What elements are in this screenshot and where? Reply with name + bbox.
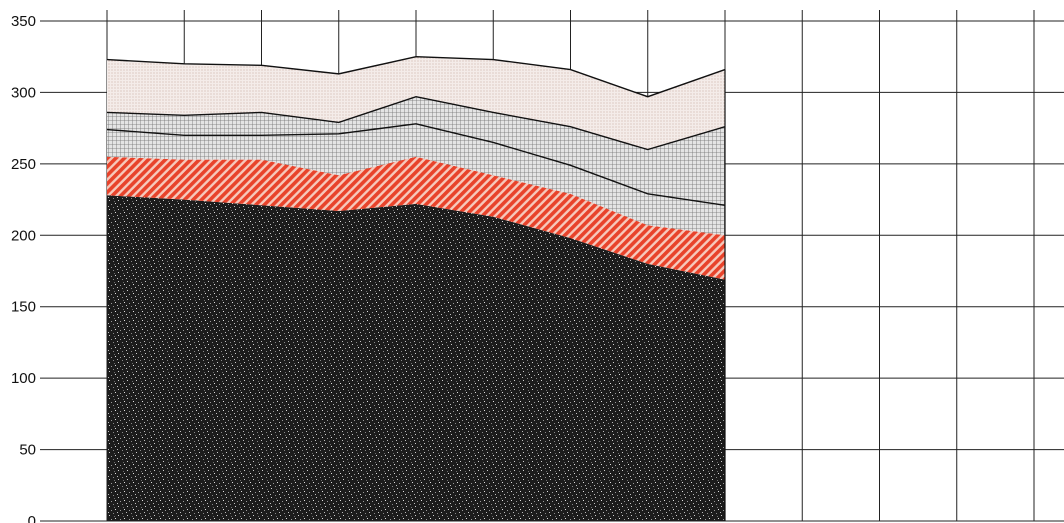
y-tick-label: 200 <box>11 227 36 244</box>
layer-boundaries <box>106 56 726 521</box>
stacked-areas <box>107 56 725 522</box>
y-axis-ticks: 0 50 100 150 200 250 300 350 <box>11 13 36 523</box>
area-layer-3 <box>107 123 725 236</box>
layer-boundary-5 <box>106 56 726 98</box>
area-layer-4 <box>107 96 725 206</box>
y-tick-label: 350 <box>11 13 36 30</box>
area-layer-2 <box>107 156 725 280</box>
y-tick-label: 300 <box>11 84 36 101</box>
y-tick-label: 100 <box>11 370 36 387</box>
y-tick-label: 50 <box>19 442 36 459</box>
area-layer-1 <box>107 195 725 522</box>
y-tick-label: 0 <box>28 513 36 523</box>
layer-boundary-4 <box>106 95 726 151</box>
y-tick-label: 250 <box>11 156 36 173</box>
y-tick-label: 150 <box>11 299 36 316</box>
layer-boundary-3 <box>106 123 726 206</box>
